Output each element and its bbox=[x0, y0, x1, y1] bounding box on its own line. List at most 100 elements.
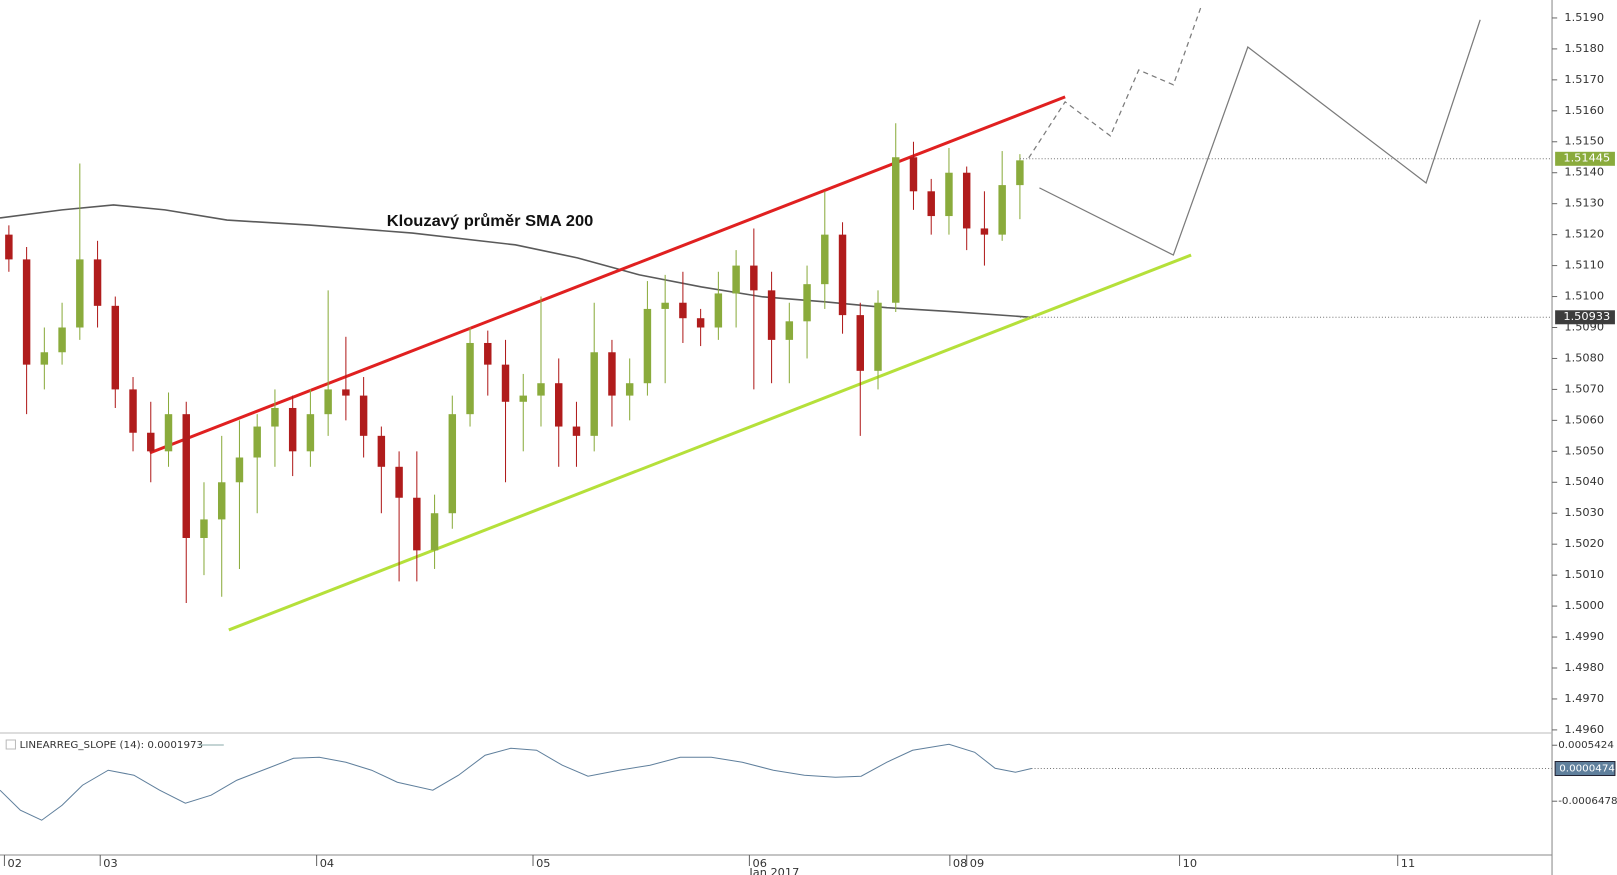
candle-body bbox=[803, 284, 811, 322]
y-tick-label: 1.5180 bbox=[1564, 42, 1604, 55]
candle-body bbox=[537, 383, 545, 396]
candle-body bbox=[519, 395, 527, 402]
candle-body bbox=[767, 290, 776, 340]
overlay-line bbox=[0, 204, 1032, 319]
y-tick-label: 1.5030 bbox=[1564, 506, 1604, 519]
candle-body bbox=[696, 318, 705, 328]
candle-body bbox=[147, 432, 155, 452]
y-tick-label: 1.5120 bbox=[1564, 228, 1604, 241]
y-tick-label: 1.5080 bbox=[1564, 352, 1604, 365]
x-caption: Jan 2017 bbox=[748, 866, 799, 875]
indicator-checkbox[interactable] bbox=[5, 739, 16, 750]
candle-body bbox=[76, 259, 84, 328]
candle-body bbox=[395, 466, 403, 498]
candle-body bbox=[980, 228, 989, 235]
x-tick-label: 08 bbox=[953, 857, 967, 870]
price-marker-box bbox=[1555, 310, 1615, 325]
candle-body bbox=[324, 389, 332, 415]
y-tick-label: 1.5190 bbox=[1564, 11, 1604, 24]
candle-body bbox=[1016, 160, 1024, 186]
candle-body bbox=[785, 321, 794, 340]
y-tick-label: 1.5050 bbox=[1564, 444, 1604, 457]
x-tick-label: 02 bbox=[8, 857, 22, 870]
candle-body bbox=[555, 383, 563, 427]
overlay-line bbox=[228, 253, 1192, 632]
candle-body bbox=[590, 352, 598, 436]
y-tick-label: 1.5150 bbox=[1564, 135, 1604, 148]
candle-body bbox=[93, 259, 102, 306]
candle-body bbox=[892, 157, 900, 303]
candle-body bbox=[714, 293, 723, 328]
x-tick-label: 10 bbox=[1183, 857, 1197, 870]
candle-body bbox=[253, 426, 261, 458]
candle-body bbox=[874, 302, 882, 371]
candle-body bbox=[342, 389, 350, 396]
candle-body bbox=[856, 315, 864, 371]
annotation: Klouzavý průměr SMA 200 bbox=[387, 212, 594, 230]
y-tick-label: 1.5040 bbox=[1564, 475, 1604, 488]
candle-body bbox=[625, 383, 634, 396]
y-tick-label: 1.5110 bbox=[1564, 259, 1604, 272]
candle-body bbox=[217, 482, 226, 520]
candle-body bbox=[679, 302, 687, 319]
candle-body bbox=[909, 157, 918, 192]
y-tick-label: 1.5130 bbox=[1564, 197, 1604, 210]
candle-body bbox=[111, 305, 120, 390]
x-tick-label: 05 bbox=[536, 857, 550, 870]
candle-body bbox=[962, 172, 971, 229]
candle-body bbox=[572, 426, 581, 436]
y-tick-label: 1.5170 bbox=[1564, 73, 1604, 86]
y-tick-label: 1.5140 bbox=[1564, 166, 1604, 179]
overlay-line bbox=[1028, 4, 1203, 159]
indicator-marker-label: 0.0000474 bbox=[1559, 764, 1615, 775]
candle-body bbox=[608, 352, 616, 396]
candle-body bbox=[235, 457, 244, 483]
price-marker-label: 1.51445 bbox=[1563, 152, 1610, 165]
indicator-tick-label: -0.0006478 bbox=[1558, 796, 1617, 807]
candle-body bbox=[998, 185, 1006, 235]
candle-body bbox=[927, 191, 935, 217]
y-tick-label: 1.4970 bbox=[1564, 692, 1604, 705]
candle-body bbox=[129, 389, 137, 433]
y-tick-label: 1.4990 bbox=[1564, 630, 1604, 643]
candle-body bbox=[945, 172, 953, 217]
candle-body bbox=[58, 327, 66, 353]
candle-body bbox=[501, 364, 510, 402]
candle-body bbox=[821, 234, 829, 285]
candle-body bbox=[430, 513, 439, 551]
indicator-line bbox=[0, 743, 1032, 821]
indicator-label: LINEARREG_SLOPE (14): 0.0001973 bbox=[20, 740, 204, 751]
candle-body bbox=[200, 519, 208, 538]
candle-body bbox=[164, 414, 173, 452]
candle-body bbox=[838, 234, 847, 316]
candle-body bbox=[271, 407, 279, 427]
candle-body bbox=[306, 414, 315, 452]
x-tick-label: 11 bbox=[1401, 857, 1415, 870]
candle-body bbox=[750, 265, 758, 291]
candle-body bbox=[413, 497, 421, 551]
candle-body bbox=[40, 352, 49, 365]
candle-body bbox=[22, 259, 31, 365]
indicator-tick-label: 0.0005424 bbox=[1558, 740, 1614, 751]
candle-body bbox=[377, 435, 386, 467]
x-tick-label: 06 bbox=[753, 857, 767, 870]
y-tick-label: 1.5060 bbox=[1564, 413, 1604, 426]
price-marker-box bbox=[1555, 151, 1615, 166]
candle-body bbox=[661, 302, 669, 309]
overlay-line bbox=[149, 95, 1066, 455]
candle-body bbox=[643, 308, 652, 384]
candle-body bbox=[484, 342, 492, 365]
overlay-line bbox=[1039, 19, 1481, 256]
y-tick-label: 1.5000 bbox=[1564, 599, 1604, 612]
y-tick-label: 1.5020 bbox=[1564, 537, 1604, 550]
indicator-marker-box bbox=[1554, 761, 1616, 777]
x-tick-label: 03 bbox=[103, 857, 117, 870]
y-tick-label: 1.5070 bbox=[1564, 383, 1604, 396]
y-tick-label: 1.5010 bbox=[1564, 568, 1604, 581]
x-tick-label: 09 bbox=[970, 857, 984, 870]
y-tick-label: 1.4960 bbox=[1564, 723, 1604, 736]
y-tick-label: 1.5160 bbox=[1564, 104, 1604, 117]
